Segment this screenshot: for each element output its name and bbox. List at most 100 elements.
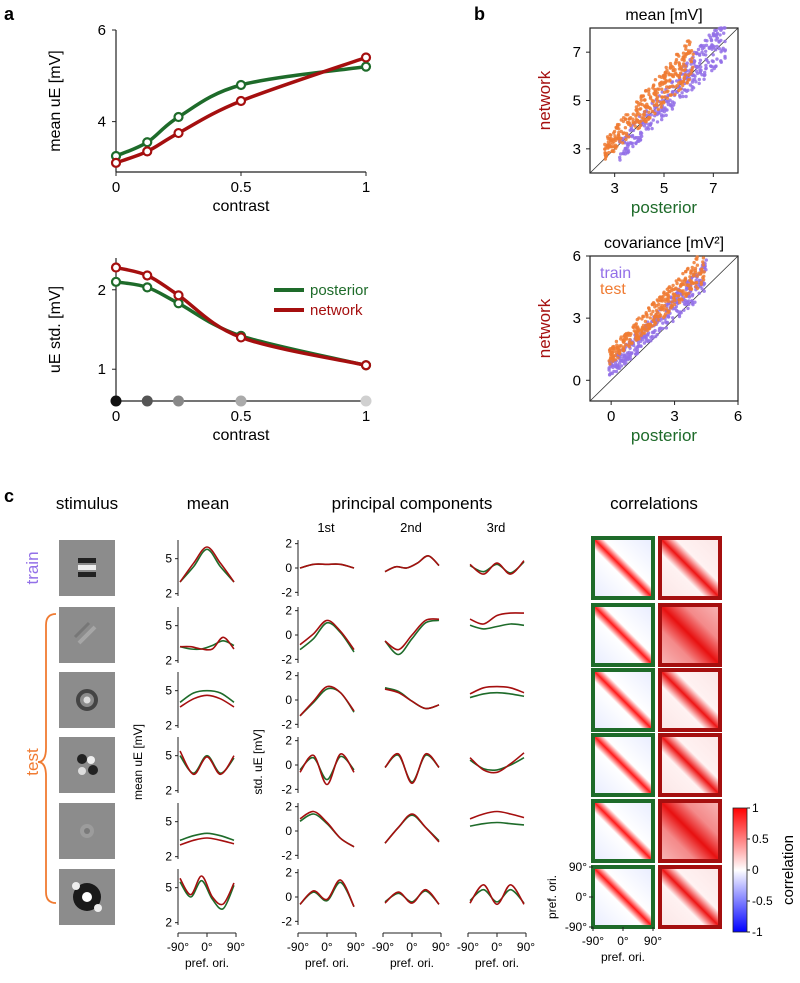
scatter-point-test (678, 71, 683, 75)
scatter-point-test (652, 103, 656, 107)
scatter-point-test (643, 89, 648, 93)
corr-x-tick-label: 90° (644, 934, 662, 948)
contrast-marker (360, 395, 372, 407)
scatter-point-test (641, 94, 646, 98)
scatter-point-train (694, 80, 698, 84)
scatter-point-test (691, 52, 695, 56)
pc-plot-line-posterior (469, 821, 525, 827)
legend-label-test: test (600, 281, 626, 298)
scatter-point-train (659, 108, 663, 113)
chart-title: covariance [mV²] (604, 235, 724, 252)
pc-plot-line-network (384, 888, 440, 905)
scatter-point-train (658, 326, 663, 330)
scatter-point-test (662, 315, 666, 319)
scatter-point-test (615, 343, 619, 347)
pc-plot-x-tick-label: -90° (372, 940, 394, 954)
scatter-point-train (709, 64, 713, 69)
scatter-point-test (626, 120, 630, 125)
scatter-point-test (642, 331, 647, 335)
scatter-point-train (684, 302, 688, 307)
scatter-point-train (704, 49, 708, 53)
scatter-point-test (664, 65, 668, 70)
scatter-point-test (664, 307, 669, 311)
stimulus-stripe (77, 625, 97, 645)
mean-plot-x-tick-label: 90° (227, 940, 245, 954)
scatter-point-train (661, 321, 665, 325)
scatter-point-test (653, 78, 658, 82)
scatter-point-train (608, 365, 612, 369)
scatter-point-test (617, 130, 621, 135)
scatter-point-test (666, 296, 671, 301)
series-line-network (115, 265, 367, 368)
scatter-point-train (624, 361, 628, 365)
x-tick-label: 0.5 (231, 408, 252, 425)
scatter-point-test (673, 92, 677, 97)
mean-plot-line-network (179, 636, 235, 651)
mean-plot-line-posterior (179, 639, 235, 651)
scatter-point-test (610, 149, 614, 153)
pc-plot-line-network (469, 883, 525, 906)
pc-plot-x-label: pref. ori. (305, 956, 349, 970)
scatter-point-test (617, 127, 621, 131)
pc-plot-line-network (299, 753, 355, 786)
scatter-point-train (723, 49, 727, 53)
stimulus-blob (94, 904, 102, 912)
scatter-point-test (603, 142, 607, 147)
scatter-point-train (630, 134, 634, 139)
scatter-point-test (624, 343, 628, 347)
scatter-point-test (684, 269, 688, 274)
scatter-point-train (702, 289, 706, 293)
y-axis-label: mean uE [mV] (47, 50, 64, 151)
scatter-point-train (698, 61, 702, 65)
scatter-point-train (623, 146, 627, 151)
scatter-point-train (714, 34, 718, 38)
scatter-point-train (614, 364, 618, 369)
scatter-point-train (673, 306, 677, 311)
scatter-point-train (697, 52, 702, 56)
scatter-point-train (714, 38, 718, 42)
data-point-network (360, 360, 372, 371)
scatter-point-test (699, 268, 704, 272)
scatter-point-test (702, 274, 706, 278)
scatter-point-test (604, 154, 608, 159)
scatter-point-test (666, 89, 670, 93)
scatter-point-train (712, 44, 716, 49)
scatter-point-test (679, 87, 683, 91)
scatter-point-test (608, 347, 613, 351)
scatter-point-test (661, 294, 665, 299)
x-axis-label: posterior (631, 426, 697, 445)
scatter-point-train (657, 329, 661, 333)
pc-plot-line-network (384, 688, 440, 710)
scatter-point-train (713, 64, 718, 69)
scatter-point-test (611, 356, 615, 360)
scatter-point-train (693, 74, 697, 79)
scatter-point-test (683, 55, 687, 59)
scatter-point-test (677, 277, 681, 281)
scatter-point-test (683, 283, 688, 287)
scatter-point-train (618, 158, 622, 162)
correlation-matrix-network (658, 865, 722, 929)
y-tick-label: 6 (573, 248, 581, 265)
scatter-point-test (695, 263, 700, 267)
scatter-point-train (694, 69, 699, 73)
scatter-point-test (647, 92, 651, 97)
panel-label-b: b (474, 4, 485, 24)
y-tick-label: 1 (98, 361, 106, 378)
pc-plot-line-network (469, 560, 525, 575)
scatter-point-test (613, 358, 618, 362)
scatter-point-test (695, 274, 699, 278)
correlation-matrix-network (658, 603, 722, 667)
scatter-point-test (633, 124, 637, 128)
scatter-point-train (690, 294, 695, 298)
scatter-point-test (619, 335, 623, 339)
scatter-point-test (639, 333, 643, 338)
scatter-point-test (690, 56, 694, 60)
x-tick-label: 0 (607, 408, 615, 425)
legend-label-posterior: posterior (310, 282, 368, 299)
scatter-point-test (663, 312, 668, 316)
colorbar-tick-label: 0 (752, 863, 759, 877)
pc-plot-y-tick-label: 2 (285, 800, 292, 814)
legend-label-train: train (600, 265, 631, 282)
scatter-point-test (657, 302, 661, 307)
pc-plot-y-tick-label: 0 (285, 824, 292, 838)
